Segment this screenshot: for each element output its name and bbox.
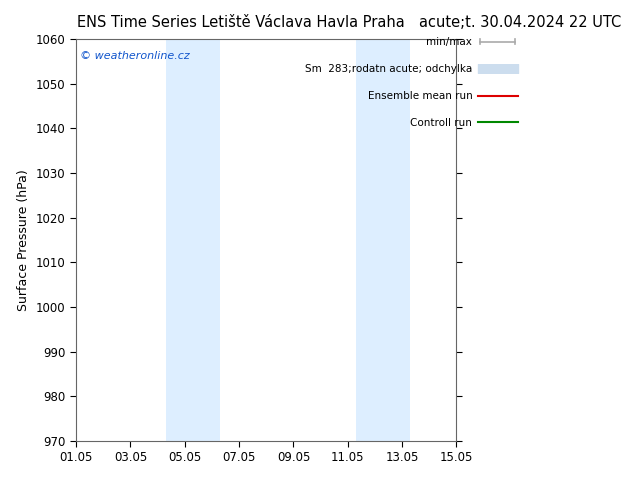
Text: min/max: min/max [427,37,472,47]
Text: Sm  283;rodatn acute; odchylka: Sm 283;rodatn acute; odchylka [305,64,472,74]
Text: Controll run: Controll run [410,118,472,127]
Y-axis label: Surface Pressure (hPa): Surface Pressure (hPa) [17,169,30,311]
Bar [356,39,410,441]
Text: Ensemble mean run: Ensemble mean run [368,91,472,100]
Text: © weatheronline.cz: © weatheronline.cz [80,51,190,61]
Text: ENS Time Series Letiště Václava Havla Praha: ENS Time Series Letiště Václava Havla Pr… [77,15,404,30]
Bar [165,39,220,441]
Text: acute;t. 30.04.2024 22 UTC: acute;t. 30.04.2024 22 UTC [418,15,621,30]
